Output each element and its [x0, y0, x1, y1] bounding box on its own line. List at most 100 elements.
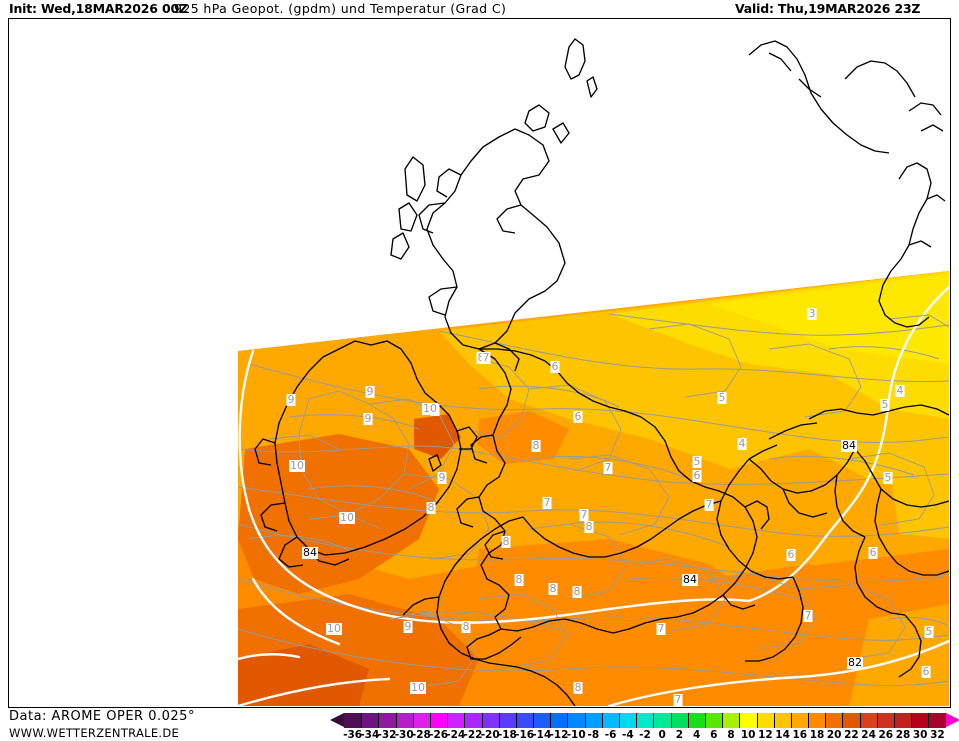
colorbar-swatch[interactable]	[515, 713, 534, 728]
map-frame[interactable]: 9101099910988766877785675434558888789101…	[8, 18, 951, 708]
footer-credits: Data: AROME OPER 0.025° WWW.WETTERZENTRA…	[9, 709, 195, 740]
colorbar-swatch[interactable]	[825, 713, 843, 728]
isotherm-label: 10	[326, 622, 342, 635]
colorbar-swatch[interactable]	[756, 713, 774, 728]
colorbar-swatch[interactable]	[636, 713, 654, 728]
geopotential-label: 82	[847, 656, 863, 669]
geopotential-label: 84	[302, 546, 318, 559]
geopotential-contours	[238, 285, 949, 706]
geopotential-label: 84	[841, 439, 857, 452]
isotherm-label: 8	[548, 582, 558, 595]
isotherm-label: 10	[339, 511, 355, 524]
colorbar-tick: -28	[411, 729, 431, 741]
colorbar-swatch[interactable]	[601, 713, 619, 728]
colorbar-tick: -22	[463, 729, 483, 741]
colorbar-swatch[interactable]	[808, 713, 826, 728]
colorbar-swatch[interactable]	[670, 713, 688, 728]
temperature-field	[238, 271, 949, 706]
isotherm-label: 7	[481, 351, 491, 364]
field-title: 925 hPa Geopot. (gpdm) und Temperatur (G…	[174, 1, 507, 16]
isotherm-label: 5	[924, 625, 934, 638]
temperature-colorbar[interactable]: -36 -34 -32 -30 -28 -26 -24 -22 -20 -18 -16 -14 -12-…	[330, 711, 959, 741]
colorbar-swatch[interactable]	[395, 713, 413, 728]
isotherm-label: 9	[286, 393, 296, 406]
isotherm-label: 6	[786, 548, 796, 561]
colorbar-tick: 26	[878, 729, 894, 741]
colorbar-swatch[interactable]	[911, 713, 929, 728]
isotherm-label: 10	[410, 681, 426, 694]
isotherm-label: 8	[476, 352, 486, 364]
colorbar-tick: 0	[658, 729, 666, 741]
colorbar-swatch[interactable]	[928, 713, 946, 728]
colorbar-swatch[interactable]	[704, 713, 723, 728]
colorbar-swatch[interactable]	[653, 713, 671, 728]
colorbar-swatch[interactable]	[739, 713, 757, 728]
colorbar-swatch[interactable]	[894, 713, 912, 728]
colorbar-tick: 32	[930, 729, 945, 741]
colorbar-swatch[interactable]	[773, 713, 791, 728]
isotherm-label: 6	[573, 410, 583, 423]
colorbar-swatch[interactable]	[567, 713, 585, 728]
valid-time-label: Valid: Thu,19MAR2026 23Z	[735, 1, 921, 16]
isotherm-label: 8	[573, 681, 583, 694]
colorbar-tick: 16	[792, 729, 808, 741]
isotherm-label: 3	[807, 307, 817, 320]
isotherm-label: 8	[461, 620, 471, 633]
colorbar-swatch[interactable]	[498, 713, 516, 728]
isotherm-label: 8	[514, 573, 524, 586]
isotherm-label: 9	[365, 385, 375, 398]
colorbar-swatch[interactable]	[859, 713, 877, 728]
isotherm-label: 6	[550, 360, 560, 373]
colorbar-swatch[interactable]	[876, 713, 894, 728]
colorbar-tick: -26	[429, 729, 449, 741]
colorbar-swatch[interactable]	[790, 713, 809, 728]
colorbar-swatch[interactable]	[412, 713, 430, 728]
isotherm-label: 5	[880, 398, 890, 411]
colorbar-swatch[interactable]	[429, 713, 448, 728]
colorbar-swatch[interactable]	[619, 713, 637, 728]
colorbar-swatch[interactable]	[447, 713, 465, 728]
isotherm-label: 8	[426, 501, 436, 514]
colorbar-tick: -8	[587, 729, 600, 741]
colorbar-swatch[interactable]	[464, 713, 482, 728]
colorbar-swatch[interactable]	[687, 713, 705, 728]
colorbar-swatch[interactable]	[533, 713, 551, 728]
colorbar-swatch[interactable]	[378, 713, 396, 728]
isotherm-label: 4	[737, 437, 747, 450]
colorbar-swatch[interactable]	[481, 713, 499, 728]
colorbar-tick: 8	[727, 729, 735, 741]
colorbar-tick: 2	[675, 729, 684, 741]
isotherm-label: 10	[422, 402, 438, 415]
colorbar-swatch[interactable]	[344, 713, 362, 728]
isotherm-label: 7	[704, 498, 714, 511]
colorbar-swatch[interactable]	[722, 713, 740, 728]
colorbar-tick: 20	[826, 729, 842, 741]
isotherm-label: 9	[437, 471, 447, 484]
isotherm-label: 7	[656, 622, 666, 635]
isotherm-label: 8	[584, 520, 594, 533]
isotherm-label: 9	[363, 412, 373, 425]
isotherm-label: 5	[717, 391, 727, 404]
colorbar-tick: 28	[895, 729, 911, 741]
colorbar-tick: 22	[844, 729, 859, 741]
isotherm-label: 5	[692, 455, 702, 468]
colorbar-swatches[interactable]	[344, 713, 946, 728]
isotherm-label: 8	[572, 585, 582, 598]
isotherm-label: 7	[579, 508, 589, 521]
colorbar-tick: -34	[360, 729, 380, 741]
colorbar-tick: -16	[515, 729, 535, 741]
colorbar-swatch[interactable]	[584, 713, 602, 728]
coastlines	[254, 38, 949, 706]
isotherm-label: 9	[403, 620, 413, 633]
geopotential-label: 84	[682, 573, 698, 586]
colorbar-tick: 10	[740, 729, 756, 741]
colorbar-swatch[interactable]	[842, 713, 860, 728]
isotherm-label: 5	[883, 471, 893, 484]
colorbar-swatch[interactable]	[550, 713, 568, 728]
map-canvas[interactable]: 9101099910988766877785675434558888789101…	[9, 19, 949, 706]
colorbar-tick: 24	[861, 729, 876, 741]
colorbar-tick: -18	[497, 729, 517, 741]
colorbar-swatch[interactable]	[361, 713, 379, 728]
colorbar-tick: 14	[775, 729, 790, 741]
